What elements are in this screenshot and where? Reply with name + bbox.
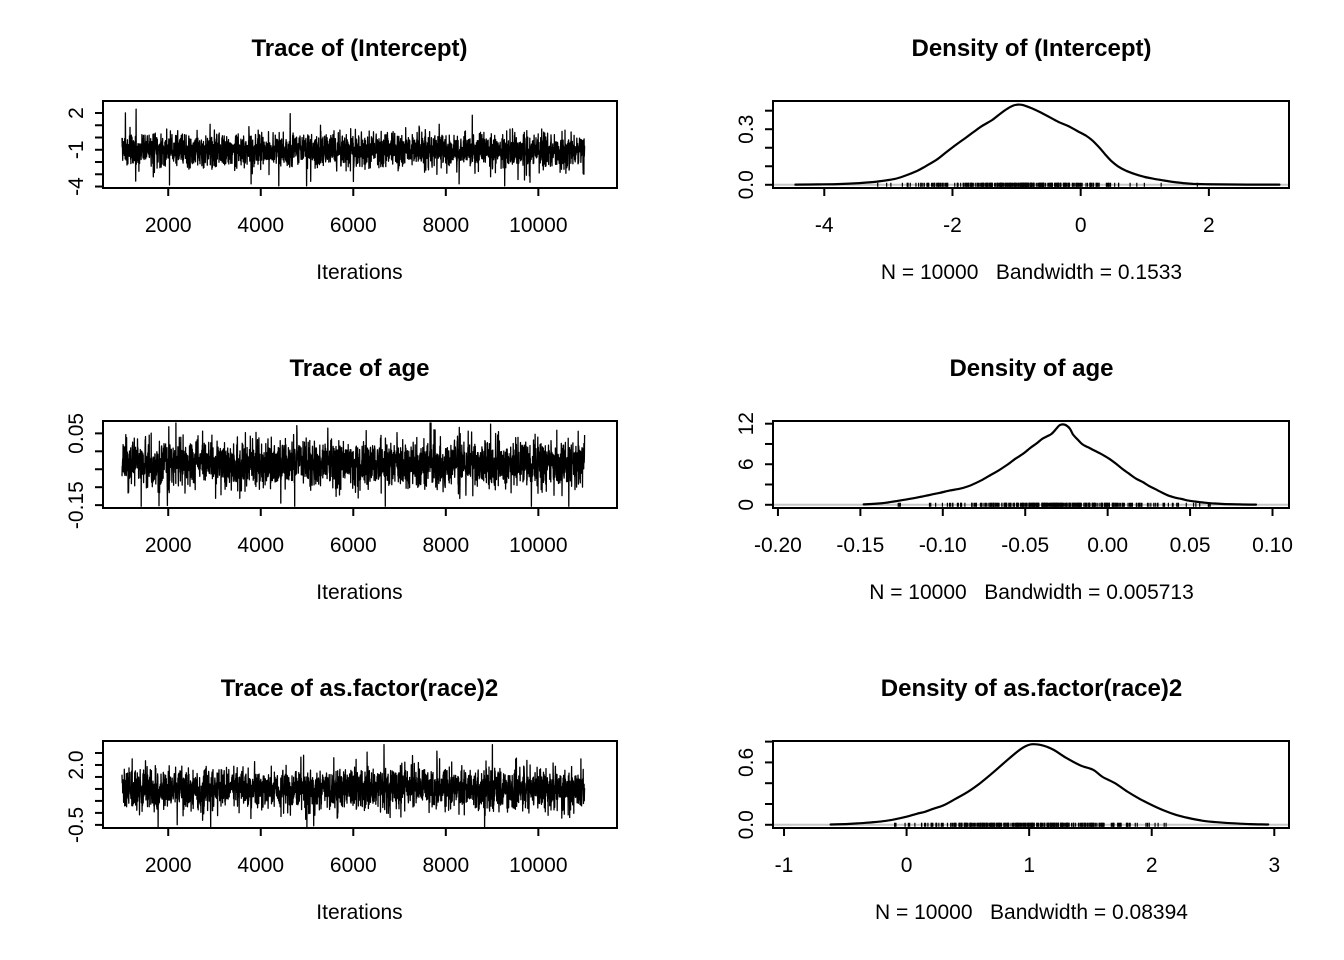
- panel-trace-age: 2000 4000 6000 8000 10000 -0.15 0.05 Trace of …: [0, 320, 672, 640]
- y-tick-label: -1: [65, 140, 88, 159]
- chart-title: Trace of age: [289, 355, 430, 382]
- x-tick-label: 0.10: [1252, 534, 1293, 557]
- x-axis: 2000 4000 6000 8000 10000: [145, 508, 568, 557]
- trace-line: [121, 108, 586, 187]
- panel-density-intercept: -4 -2 0 2 0.0 0.3 Density of (Intercept) N = …: [672, 0, 1344, 320]
- plot-box: [102, 100, 618, 189]
- rug-marks: [894, 822, 1167, 827]
- y-axis: -0.5 2.0: [65, 750, 103, 843]
- x-tick-label: 8000: [422, 534, 469, 557]
- y-axis: -4 -1 2: [65, 107, 103, 196]
- y-tick-label: 0.3: [735, 115, 758, 144]
- y-tick-label: 0.0: [735, 170, 758, 199]
- x-tick-label: 1: [1023, 854, 1035, 877]
- y-tick-label: 2: [65, 107, 88, 119]
- x-tick-label: 2000: [145, 854, 192, 877]
- x-tick-label: -1: [775, 854, 794, 877]
- x-tick-label: 10000: [509, 534, 567, 557]
- x-tick-label: -0.10: [919, 534, 967, 557]
- rug-marks: [897, 502, 1211, 507]
- trace-line: [121, 422, 586, 507]
- panel-trace-race2: 2000 4000 6000 8000 10000 -0.5 2.0 Trace of as…: [0, 640, 672, 960]
- x-axis-label: Iterations: [316, 581, 403, 604]
- x-tick-label: -0.15: [836, 534, 884, 557]
- y-axis: 0 6 12: [735, 412, 773, 511]
- chart-title: Trace of as.factor(race)2: [220, 675, 499, 702]
- x-tick-label: 2: [1203, 214, 1215, 237]
- y-tick-label: 0: [735, 499, 758, 511]
- x-tick-label: 0.05: [1170, 534, 1211, 557]
- x-tick-label: 6000: [330, 534, 377, 557]
- plot-box: [102, 420, 618, 509]
- chart-title: Density of as.factor(race)2: [880, 675, 1183, 702]
- x-tick-label: 2000: [145, 534, 192, 557]
- trace-age-plot: 2000 4000 6000 8000 10000 -0.15 0.05: [65, 413, 618, 557]
- y-axis: -0.15 0.05: [65, 413, 103, 529]
- density-subtitle: N = 10000 Bandwidth = 0.1533: [880, 261, 1183, 284]
- y-axis: 0.0 0.3: [735, 109, 773, 199]
- x-axis: 2000 4000 6000 8000 10000: [145, 188, 568, 237]
- x-tick-label: 10000: [509, 214, 567, 237]
- chart-title: Density of age: [949, 355, 1114, 382]
- density-curve: [794, 103, 1281, 186]
- x-axis: 2000 4000 6000 8000 10000: [145, 828, 568, 877]
- density-subtitle: N = 10000 Bandwidth = 0.005713: [869, 581, 1194, 604]
- x-tick-label: 8000: [422, 854, 469, 877]
- x-tick-label: -2: [943, 214, 962, 237]
- plot-box: [772, 740, 1290, 829]
- plot-box: [102, 740, 618, 829]
- density-subtitle: N = 10000 Bandwidth = 0.08394: [875, 901, 1188, 924]
- x-tick-label: 0.00: [1087, 534, 1128, 557]
- y-axis: 0.0 0.6: [735, 740, 773, 839]
- chart-title: Trace of (Intercept): [251, 35, 468, 62]
- panel-trace-intercept: 2000 4000 6000 8000 10000 -4 -1 2 Trace of (Int…: [0, 0, 672, 320]
- x-tick-label: 4000: [237, 534, 284, 557]
- density-race2-plot: -1 0 1 2 3 0.0 0.6: [735, 740, 1290, 877]
- x-tick-label: 10000: [509, 854, 567, 877]
- y-tick-label: 6: [735, 458, 758, 470]
- y-tick-label: -0.15: [65, 481, 88, 529]
- x-tick-label: 4000: [237, 214, 284, 237]
- x-axis: -0.20 -0.15 -0.10 -0.05 0.00 0.05 0.10: [754, 508, 1293, 557]
- x-tick-label: 2000: [145, 214, 192, 237]
- y-tick-label: 0.0: [735, 810, 758, 839]
- x-tick-label: 6000: [330, 214, 377, 237]
- density-curve: [862, 423, 1258, 506]
- y-tick-label: -0.5: [65, 807, 88, 843]
- x-tick-label: -0.20: [754, 534, 802, 557]
- panel-density-age: -0.20 -0.15 -0.10 -0.05 0.00 0.05 0.10 0 6 12 Den…: [672, 320, 1344, 640]
- y-tick-label: 0.6: [735, 748, 758, 777]
- trace-line: [121, 743, 586, 828]
- plot-box: [772, 100, 1290, 189]
- x-tick-label: 2: [1146, 854, 1158, 877]
- x-tick-label: 0: [901, 854, 913, 877]
- plot-box: [772, 420, 1290, 509]
- trace-intercept-plot: 2000 4000 6000 8000 10000 -4 -1 2: [65, 100, 618, 237]
- y-tick-label: 0.05: [65, 413, 88, 454]
- density-age-plot: -0.20 -0.15 -0.10 -0.05 0.00 0.05 0.10 0 6 12: [735, 412, 1293, 557]
- x-tick-label: 8000: [422, 214, 469, 237]
- x-tick-label: -0.05: [1001, 534, 1049, 557]
- x-tick-label: -4: [815, 214, 834, 237]
- x-axis: -4 -2 0 2: [815, 188, 1215, 237]
- density-curve: [829, 743, 1270, 826]
- x-axis-label: Iterations: [316, 261, 403, 284]
- x-tick-label: 3: [1268, 854, 1280, 877]
- x-tick-label: 4000: [237, 854, 284, 877]
- y-tick-label: -4: [65, 177, 88, 196]
- density-intercept-plot: -4 -2 0 2 0.0 0.3: [735, 100, 1290, 237]
- x-axis: -1 0 1 2 3: [775, 828, 1280, 877]
- chart-title: Density of (Intercept): [911, 35, 1152, 62]
- y-tick-label: 12: [735, 412, 758, 435]
- x-tick-label: 0: [1075, 214, 1087, 237]
- x-axis-label: Iterations: [316, 901, 403, 924]
- x-tick-label: 6000: [330, 854, 377, 877]
- trace-race2-plot: 2000 4000 6000 8000 10000 -0.5 2.0: [65, 740, 618, 877]
- y-tick-label: 2.0: [65, 750, 88, 779]
- rug-marks: [877, 182, 1198, 187]
- panel-density-race2: -1 0 1 2 3 0.0 0.6 Density of as.factor(race)2…: [672, 640, 1344, 960]
